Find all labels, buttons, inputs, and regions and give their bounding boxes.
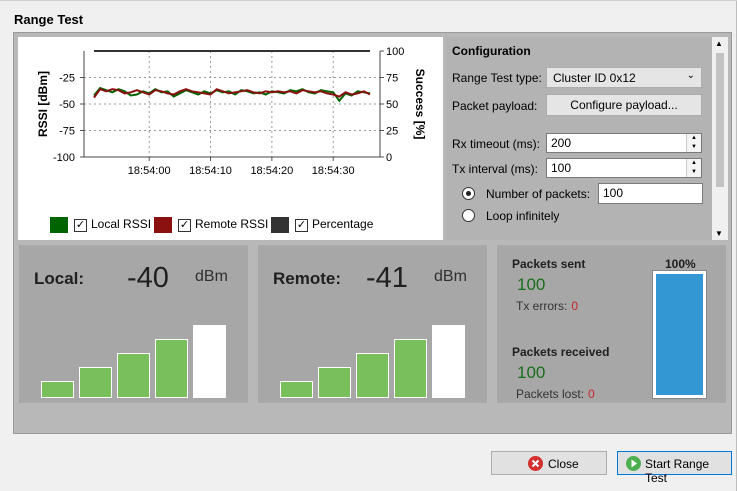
remote-rssi-legend-label: Remote RSSI (195, 217, 269, 231)
remote-label: Remote: (273, 269, 342, 288)
signal-bar (432, 325, 465, 398)
start-range-test-button[interactable]: Start Range Test (617, 451, 732, 485)
progress-bar (652, 270, 707, 399)
main-area: 18:54:00 18:54:10 18:54:20 18:54:30 -25 -50 -7… (13, 32, 732, 434)
local-rssi-checkbox[interactable]: ✓ (74, 219, 87, 232)
top-border (0, 0, 737, 4)
tx-interval-stepper[interactable]: ▲ ▼ (686, 159, 701, 177)
y-right-tick-label: 75 (386, 73, 398, 85)
number-of-packets-radio[interactable] (462, 187, 475, 200)
percentage-checkbox[interactable]: ✓ (295, 219, 308, 232)
packets-received-value: 100 (517, 363, 546, 382)
packets-lost-label: Packets lost: (516, 387, 585, 401)
local-rssi-swatch (50, 217, 68, 233)
rx-timeout-value: 200 (551, 136, 572, 150)
remote-rssi-unit: dBm (434, 268, 467, 285)
configuration-panel: Configuration Range Test type: Cluster I… (446, 37, 728, 240)
signal-bar (356, 353, 389, 398)
remote-rssi-panel: Remote: -41 dBm (258, 245, 487, 403)
scroll-down-icon[interactable]: ▼ (715, 229, 723, 238)
config-scrollbar[interactable]: ▲ ▼ (712, 37, 728, 240)
progress-percent-label: 100% (665, 257, 696, 271)
remote-rssi-value: -41 (366, 262, 408, 294)
loop-infinitely-radio[interactable] (462, 209, 475, 222)
number-of-packets-value: 100 (603, 186, 624, 200)
tx-interval-label: Tx interval (ms): (452, 162, 539, 176)
local-rssi-unit: dBm (195, 268, 228, 285)
scroll-thumb[interactable] (716, 53, 724, 187)
rssi-chart-panel: 18:54:00 18:54:10 18:54:20 18:54:30 -25 -50 -7… (18, 37, 443, 240)
tx-interval-value: 100 (551, 161, 572, 175)
packets-sent-label: Packets sent (512, 257, 586, 271)
rx-timeout-stepper[interactable]: ▲ ▼ (686, 134, 701, 152)
signal-bar (193, 325, 226, 398)
packet-payload-label: Packet payload: (452, 99, 538, 113)
y-left-axis-label: RSSI [dBm] (36, 71, 50, 137)
range-test-type-label: Range Test type: (452, 71, 542, 85)
chevron-down-icon: ⌄ (686, 70, 695, 81)
signal-bar (155, 339, 188, 398)
close-button[interactable]: Close (491, 451, 607, 475)
tx-errors-label: Tx errors: (516, 299, 568, 313)
signal-bar (318, 367, 351, 398)
local-rssi-legend-label: Local RSSI (91, 217, 152, 231)
series-line-remote-rssi (93, 88, 371, 99)
rssi-chart: 18:54:00 18:54:10 18:54:20 18:54:30 -25 -50 -7… (36, 46, 427, 177)
configure-payload-button[interactable]: Configure payload... (546, 94, 702, 116)
scroll-up-icon[interactable]: ▲ (715, 39, 723, 48)
rx-timeout-label: Rx timeout (ms): (452, 137, 541, 151)
progress-bar-fill (656, 274, 703, 395)
signal-bar (79, 367, 112, 398)
packets-received-label: Packets received (512, 345, 610, 359)
loop-infinitely-label: Loop infinitely (486, 209, 560, 223)
x-tick-label: 18:54:30 (312, 165, 355, 177)
packets-lost-value: 0 (588, 387, 595, 401)
close-icon (528, 456, 543, 471)
y-right-axis-label: Success [%] (413, 69, 427, 140)
x-tick-label: 18:54:10 (189, 165, 232, 177)
configuration-heading: Configuration (452, 44, 531, 58)
tx-errors-value: 0 (571, 299, 579, 313)
y-right-tick-label: 0 (386, 152, 392, 164)
play-icon (626, 456, 641, 471)
number-of-packets-input[interactable]: 100 (598, 183, 703, 204)
remote-rssi-swatch (154, 217, 172, 233)
local-label: Local: (34, 269, 85, 288)
tx-errors: Tx errors: 0 (516, 299, 578, 313)
y-left-tick-label: -50 (59, 99, 75, 111)
start-range-test-label: Start Range Test (645, 457, 710, 485)
y-left-tick-label: -75 (59, 126, 75, 138)
y-right-tick-label: 50 (386, 99, 398, 111)
number-of-packets-label: Number of packets: (486, 187, 591, 201)
y-left-tick-label: -100 (53, 152, 75, 164)
y-left-tick-label: -25 (59, 73, 75, 85)
signal-bar (280, 381, 313, 398)
x-tick-label: 18:54:20 (250, 165, 293, 177)
rx-timeout-input[interactable]: 200 ▲ ▼ (546, 133, 702, 153)
percentage-swatch (271, 217, 289, 233)
percentage-legend-label: Percentage (312, 217, 374, 231)
y-right-tick-label: 25 (386, 126, 398, 138)
window-title: Range Test (14, 12, 84, 27)
tx-interval-input[interactable]: 100 ▲ ▼ (546, 158, 702, 178)
range-test-type-select[interactable]: Cluster ID 0x12 ⌄ (546, 67, 702, 88)
local-rssi-value: -40 (127, 262, 169, 294)
signal-bar (41, 381, 74, 398)
packet-stats-panel: Packets sent 100 Tx errors: 0 Packets rec… (497, 245, 726, 403)
packets-lost: Packets lost: 0 (516, 387, 595, 401)
local-rssi-panel: Local: -40 dBm (19, 245, 248, 403)
close-label: Close (548, 457, 579, 471)
signal-bar (394, 339, 427, 398)
remote-rssi-checkbox[interactable]: ✓ (178, 219, 191, 232)
signal-bar (117, 353, 150, 398)
x-tick-label: 18:54:00 (128, 165, 171, 177)
y-right-tick-label: 100 (386, 46, 404, 58)
range-test-type-value: Cluster ID 0x12 (553, 71, 636, 85)
packets-sent-value: 100 (517, 275, 546, 294)
